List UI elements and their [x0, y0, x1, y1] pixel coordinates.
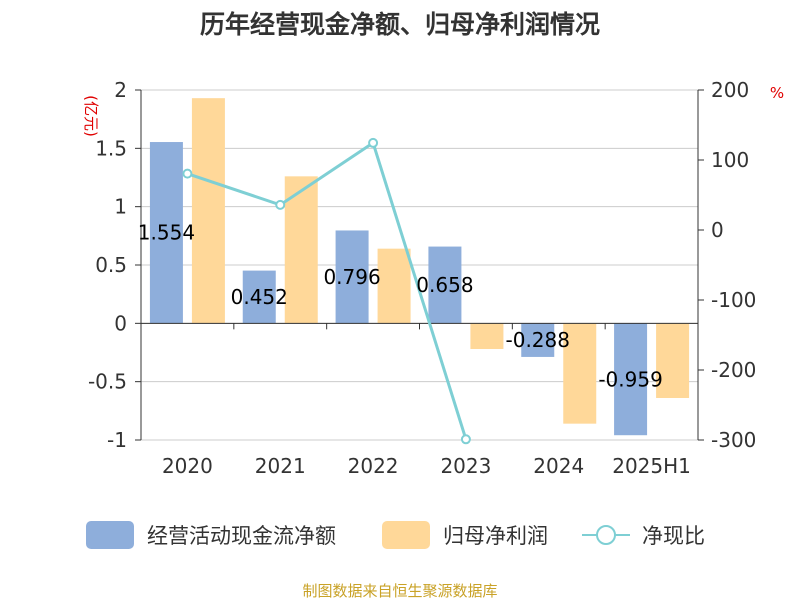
bar-cashflow — [149, 142, 183, 324]
left-tick-label: -0.5 — [88, 370, 127, 394]
bar-cashflow — [335, 230, 369, 324]
cashflow-value-label: 1.554 — [138, 221, 195, 245]
right-tick-label: 0 — [711, 218, 724, 242]
bar-cashflow — [521, 323, 555, 357]
bar-netprofit — [284, 176, 318, 324]
cashflow-value-label: 0.452 — [231, 285, 288, 309]
legend-netprofit-swatch — [382, 521, 430, 549]
x-tick-label: 2024 — [533, 454, 584, 478]
cashflow-value-label: 0.658 — [416, 273, 473, 297]
legend-netprofit-label: 归母净利润 — [443, 524, 548, 548]
legend-cashflow-label: 经营活动现金流净额 — [147, 524, 336, 548]
x-tick-label: 2023 — [440, 454, 491, 478]
bar-netprofit — [470, 323, 504, 349]
bar-netprofit — [377, 248, 411, 324]
legend-ratio-marker — [596, 525, 616, 545]
bar-cashflow — [614, 323, 648, 436]
right-tick-label: -100 — [711, 288, 756, 312]
right-axis-unit: % — [770, 84, 784, 102]
legend-ratio-label: 净现比 — [642, 524, 705, 548]
bar-netprofit — [191, 98, 225, 324]
source-note: 制图数据来自恒生聚源数据库 — [302, 582, 497, 600]
x-tick-label: 2021 — [255, 454, 306, 478]
left-tick-label: 0 — [114, 311, 127, 335]
data-labels: 1.554 0.452 0.796 0.658 -0.288 -0.959 — [138, 221, 663, 392]
left-tick-label: 0.5 — [95, 253, 127, 277]
x-tick-label: 2025H1 — [612, 454, 691, 478]
axes: 2 1.5 1 0.5 0 -0.5 -1 200 100 0 -100 -200 -300 2020 20… — [88, 78, 756, 478]
ratio-line — [182, 137, 471, 445]
ratio-point — [275, 199, 286, 210]
left-tick-label: -1 — [107, 428, 127, 452]
bar-netprofit — [563, 323, 597, 424]
ratio-point — [368, 137, 379, 148]
legend-cashflow-swatch — [86, 521, 134, 549]
right-tick-label: -200 — [711, 358, 756, 382]
bar-netprofit — [656, 323, 690, 398]
bar-cashflow — [242, 270, 276, 324]
cashflow-value-label: 0.796 — [323, 265, 380, 289]
right-tick-label: -300 — [711, 428, 756, 452]
legend: 经营活动现金流净额 归母净利润 净现比 — [86, 521, 705, 549]
x-tick-label: 2022 — [348, 454, 399, 478]
cashflow-value-label: -0.959 — [598, 367, 662, 391]
bar-cashflow — [428, 246, 462, 324]
x-tick-label: 2020 — [162, 454, 213, 478]
right-tick-label: 200 — [711, 78, 749, 102]
ratio-point — [460, 434, 471, 445]
ratio-point — [182, 168, 193, 179]
left-tick-label: 2 — [114, 78, 127, 102]
left-tick-label: 1 — [114, 195, 127, 219]
left-tick-label: 1.5 — [95, 136, 127, 160]
left-axis-unit: (亿元) — [82, 95, 100, 137]
chart-title: 历年经营现金净额、归母净利润情况 — [200, 10, 600, 39]
bars — [149, 98, 690, 436]
cashflow-value-label: -0.288 — [506, 328, 570, 352]
right-tick-label: 100 — [711, 148, 749, 172]
ratio-line-path — [186, 140, 468, 440]
